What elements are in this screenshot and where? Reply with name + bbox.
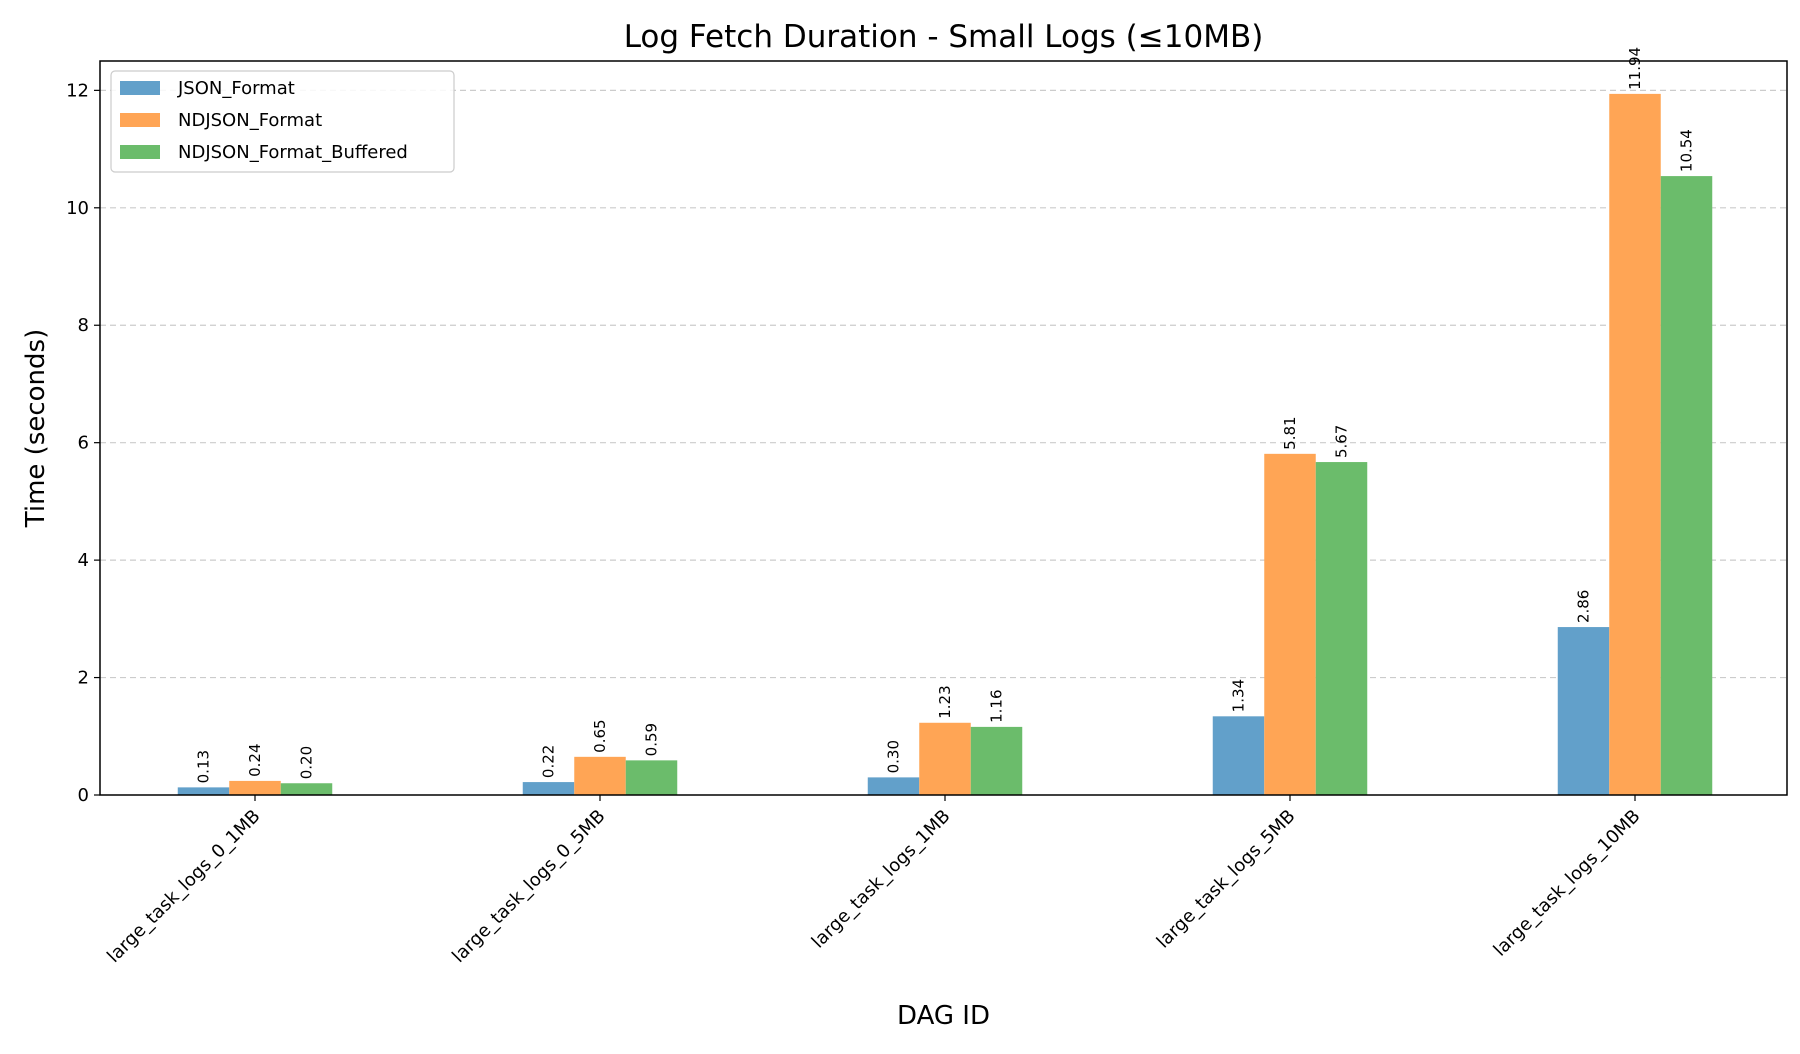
y-tick-label: 6 bbox=[78, 433, 89, 454]
bar-value-label: 5.81 bbox=[1281, 416, 1299, 449]
bar bbox=[177, 787, 230, 795]
bar bbox=[574, 756, 626, 795]
bar bbox=[919, 722, 971, 795]
plot-frame bbox=[99, 60, 1788, 796]
bar-value-label: 5.67 bbox=[1333, 425, 1351, 458]
chart-title: Log Fetch Duration - Small Logs (≤10MB) bbox=[624, 19, 1264, 55]
bar bbox=[1264, 453, 1316, 795]
bar bbox=[1315, 462, 1368, 795]
legend-entry-label: JSON_Format bbox=[177, 78, 295, 99]
bar-value-label: 11.94 bbox=[1626, 47, 1644, 90]
bar-value-label: 1.23 bbox=[936, 685, 954, 718]
bar bbox=[1557, 627, 1610, 795]
legend-swatch bbox=[120, 81, 160, 95]
bar-value-label: 0.13 bbox=[195, 750, 213, 783]
y-tick-label: 4 bbox=[78, 550, 89, 571]
bar bbox=[229, 780, 281, 795]
bar-value-label: 0.65 bbox=[591, 719, 609, 752]
y-axis: 0 2 4 6 8 10 12 bbox=[66, 80, 100, 806]
bar bbox=[280, 783, 333, 795]
bar-value-label: 0.59 bbox=[643, 723, 661, 756]
bar-value-label: 0.30 bbox=[885, 740, 903, 773]
y-tick-label: 12 bbox=[66, 80, 89, 101]
bar bbox=[970, 726, 1023, 795]
y-tick-label: 10 bbox=[66, 198, 89, 219]
legend-swatch bbox=[120, 113, 160, 127]
bar bbox=[1212, 716, 1265, 795]
bars bbox=[177, 93, 1713, 796]
bar bbox=[522, 782, 575, 795]
bar-value-label: 10.54 bbox=[1678, 129, 1696, 172]
y-tick-label: 8 bbox=[78, 315, 89, 336]
bar-value-label: 0.20 bbox=[298, 746, 316, 779]
bar-value-label: 1.34 bbox=[1230, 679, 1248, 712]
bar-value-label: 0.22 bbox=[540, 745, 558, 778]
y-tick-label: 2 bbox=[78, 668, 89, 689]
x-axis-title: DAG ID bbox=[897, 1001, 990, 1031]
bar bbox=[867, 777, 920, 795]
legend-entry-label: NDJSON_Format bbox=[178, 110, 322, 131]
y-axis-title: Time (seconds) bbox=[21, 329, 51, 528]
bar bbox=[1609, 93, 1661, 796]
legend: JSON_Format NDJSON_Format NDJSON_Format_Bu… bbox=[110, 70, 455, 173]
bar bbox=[1660, 176, 1713, 796]
bar-value-label: 2.86 bbox=[1575, 590, 1593, 623]
bar-value-labels: 0.13 0.24 0.20 0.22 0.65 0.59 0.30 1.23 1.16 1.34… bbox=[195, 47, 1696, 783]
legend-swatch bbox=[120, 145, 160, 159]
bar-value-label: 0.24 bbox=[246, 744, 264, 777]
bar-value-label: 1.16 bbox=[988, 689, 1006, 722]
y-tick-label: 0 bbox=[78, 785, 89, 806]
legend-entry-label: NDJSON_Format_Buffered bbox=[178, 142, 408, 163]
grid-lines bbox=[100, 89, 1787, 679]
legend-box bbox=[110, 70, 455, 173]
bar bbox=[625, 760, 678, 795]
